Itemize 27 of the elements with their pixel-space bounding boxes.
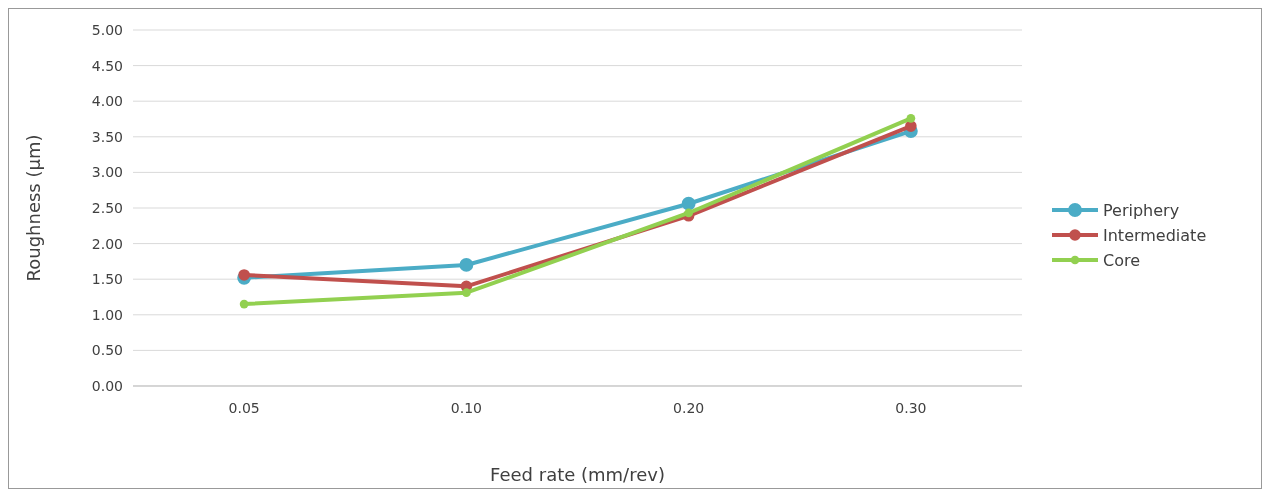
- y-tick-label: 4.50: [91, 57, 123, 74]
- y-tick-label: 1.50: [91, 271, 123, 288]
- y-tick-label: 0.00: [91, 377, 123, 394]
- legend-label: Core: [1103, 250, 1141, 270]
- point: [681, 196, 696, 211]
- y-tick-label: 2.00: [91, 235, 123, 252]
- x-tick-label: 0.20: [673, 400, 705, 416]
- legend-label: Intermediate: [1103, 225, 1207, 245]
- y-tick-label: 4.00: [91, 93, 123, 110]
- y-tick-label: 0.50: [91, 342, 123, 359]
- x-axis-title: Feed rate (mm/rev): [490, 464, 665, 485]
- point: [239, 299, 249, 309]
- y-tick-label: 2.50: [91, 199, 123, 216]
- point: [684, 208, 693, 218]
- y-tick-label: 1.00: [91, 306, 123, 323]
- y-tick-label: 3.00: [91, 164, 123, 181]
- y-axis-title: Roughness (µm): [23, 134, 44, 282]
- point: [906, 113, 916, 123]
- y-tick-label: 3.50: [91, 128, 123, 145]
- point: [462, 288, 471, 298]
- point: [459, 258, 474, 272]
- point: [238, 269, 250, 281]
- y-tick-label: 5.00: [91, 21, 123, 38]
- x-tick-label: 0.05: [228, 400, 260, 416]
- x-tick-label: 0.10: [450, 400, 482, 416]
- legend-label: Periphery: [1103, 200, 1180, 220]
- x-tick-label: 0.30: [895, 400, 927, 416]
